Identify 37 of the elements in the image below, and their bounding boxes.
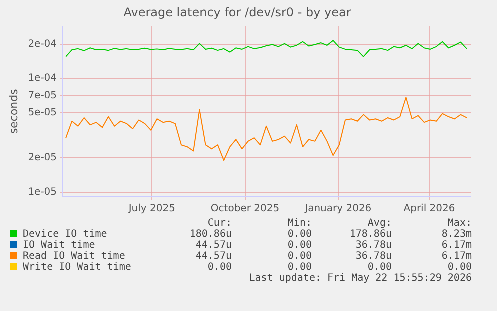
text: 44.57u bbox=[194, 240, 232, 251]
text: 0.00 bbox=[286, 240, 312, 251]
text: Last update: Fri May 22 15:55:29 2026 bbox=[248, 273, 472, 284]
text: Max: bbox=[446, 218, 472, 229]
text: Avg: bbox=[366, 218, 392, 229]
x-tick-label: April 2026 bbox=[404, 204, 456, 215]
text: 0.00 bbox=[286, 251, 312, 262]
text: 0.00 bbox=[286, 229, 312, 240]
y-tick-label: 7e-05 bbox=[28, 90, 58, 102]
y-tick-label: 5e-05 bbox=[28, 107, 58, 118]
y-tick-label: 2e-04 bbox=[28, 38, 58, 50]
chart-title: Average latency for /dev/sr0 - by year bbox=[124, 5, 352, 20]
y-tick-label: 1e-04 bbox=[28, 73, 58, 84]
text: 6.17m bbox=[440, 240, 472, 251]
y-tick-label: 1e-05 bbox=[28, 186, 58, 198]
text: 0.00 bbox=[366, 262, 392, 273]
text: Cur: bbox=[206, 218, 232, 229]
legend-label: Write IO Wait time bbox=[23, 262, 132, 273]
text: 6.17m bbox=[440, 251, 472, 262]
y-tick-label: 2e-05 bbox=[28, 152, 58, 164]
x-tick-label: January 2026 bbox=[304, 204, 372, 215]
text: 36.78u bbox=[354, 240, 392, 251]
text: Min: bbox=[286, 218, 312, 229]
text: 0.00 bbox=[206, 262, 232, 273]
text: 8.23m bbox=[440, 229, 472, 240]
x-tick-label: July 2025 bbox=[128, 204, 176, 215]
text: 36.78u bbox=[354, 251, 392, 262]
legend-label: IO Wait time bbox=[23, 240, 96, 251]
text: 178.86u bbox=[348, 229, 392, 240]
legend-label: Read IO Wait time bbox=[23, 251, 126, 262]
x-tick-label: October 2025 bbox=[210, 204, 280, 215]
text: 0.00 bbox=[286, 262, 312, 273]
y-axis-title: seconds bbox=[7, 88, 20, 134]
text: 0.00 bbox=[446, 262, 472, 273]
text: 180.86u bbox=[188, 229, 232, 240]
legend-label: Device IO time bbox=[23, 229, 108, 240]
text: 44.57u bbox=[194, 251, 232, 262]
